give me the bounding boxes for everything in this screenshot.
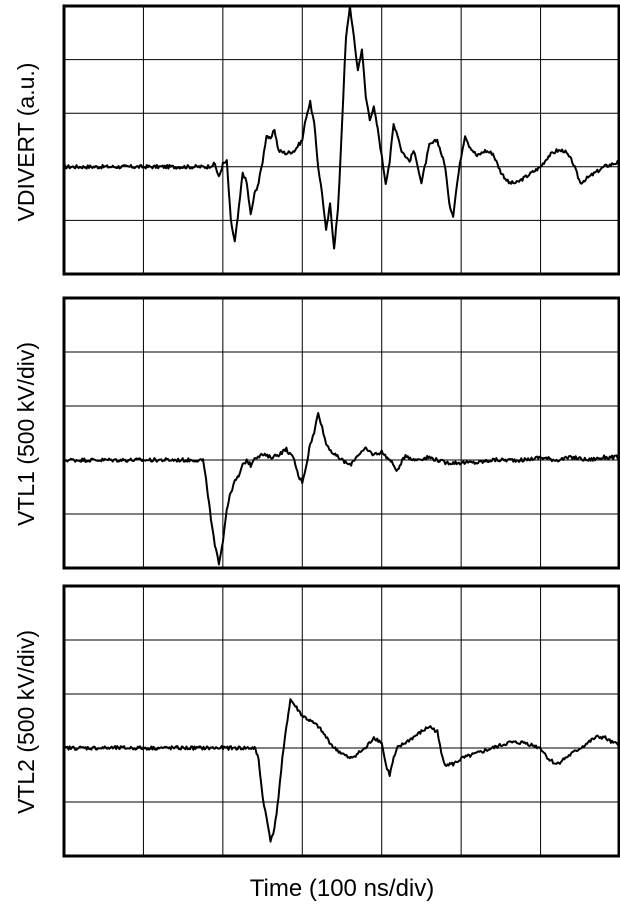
frame-vdivert xyxy=(62,4,620,276)
panel-vtl1: VTL1 (500 kV/div) xyxy=(13,296,620,570)
frame-vtl1 xyxy=(62,296,620,570)
panel-vdivert: VDIVERT (a.u.) xyxy=(13,4,620,276)
grid-vtl1 xyxy=(64,298,620,568)
panel-vtl2: VTL2 (500 kV/div) xyxy=(13,584,620,858)
trace-vtl1 xyxy=(63,412,620,566)
frame-vtl2 xyxy=(62,584,620,858)
grid-vtl2 xyxy=(64,586,620,856)
xlabel-time: Time (100 ns/div) xyxy=(250,875,435,902)
ylabel-vtl2: VTL2 (500 kV/div) xyxy=(13,630,39,814)
trace-vtl2 xyxy=(63,698,620,843)
ylabel-vtl1: VTL1 (500 kV/div) xyxy=(13,342,39,526)
trace-vdivert xyxy=(63,4,620,250)
ylabel-vdivert: VDIVERT (a.u.) xyxy=(13,63,39,222)
